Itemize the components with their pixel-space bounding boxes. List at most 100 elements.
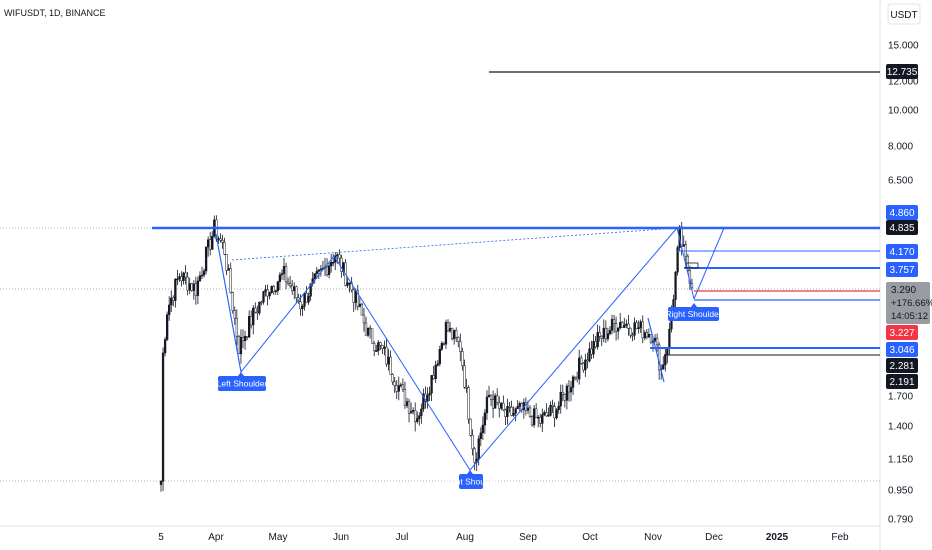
candle-body: [198, 275, 202, 282]
head-text: Right Shoulder: [443, 477, 499, 487]
candle-body: [227, 268, 230, 271]
price-axis[interactable]: 15.000 12.000 10.000 8.000 6.500 1.700 1.400 1.…: [888, 41, 919, 526]
candle-body: [338, 254, 341, 259]
candle-body: [535, 408, 538, 419]
candle-body: [440, 343, 444, 350]
candle-body: [366, 327, 370, 336]
flag-line[interactable]: [647, 317, 665, 383]
candle-body: [512, 412, 515, 416]
candle-body: [225, 254, 228, 271]
candle-body: [221, 240, 224, 243]
candle-body: [430, 375, 433, 394]
candle-body: [588, 348, 591, 362]
candle-body: [434, 364, 437, 379]
candle-body: [649, 334, 653, 343]
label-left-shoulder[interactable]: Left Shoulder: [217, 372, 268, 391]
candle-body: [543, 412, 546, 416]
candle-body: [547, 415, 550, 417]
candle-body: [254, 307, 257, 313]
current-change-text: +176.66%: [891, 298, 932, 309]
candle-body: [553, 406, 556, 419]
projection-leg[interactable]: [693, 227, 725, 300]
candle-body: [336, 254, 339, 257]
candle-body: [215, 219, 218, 240]
time-axis[interactable]: 5 Apr May Jun Jul Aug Sep Oct Nov Dec 2025 Feb: [158, 532, 849, 543]
candle-body: [532, 408, 536, 426]
candle-body: [569, 387, 573, 393]
candle-body: [457, 336, 460, 342]
candle-body: [346, 282, 349, 286]
candle-body: [350, 282, 353, 291]
candle-body: [401, 384, 405, 390]
candle-body: [537, 416, 540, 419]
candle-body: [576, 376, 579, 380]
candle-body: [555, 409, 558, 419]
time-tick-label: 5: [158, 532, 164, 543]
candle-body: [319, 268, 323, 271]
candle-body: [436, 363, 439, 366]
candle-body: [432, 375, 435, 379]
candle-body: [463, 365, 466, 388]
time-tick-label: Dec: [705, 532, 723, 543]
candle-body: [364, 322, 368, 336]
price-tag-3227: 3.227: [886, 325, 918, 340]
candle-body: [405, 401, 409, 406]
candle-body: [676, 247, 679, 273]
candle-body: [627, 323, 630, 329]
label-right-shoulder[interactable]: Right Shoulder: [665, 303, 722, 321]
svg-text:12.735: 12.735: [887, 67, 918, 78]
svg-text:3.757: 3.757: [889, 265, 914, 276]
candle-body: [619, 321, 622, 329]
svg-text:3.227: 3.227: [889, 328, 914, 339]
candle-body: [514, 408, 517, 414]
candle-body: [578, 357, 581, 380]
candle-body: [614, 323, 618, 332]
dotted-tops-trendline[interactable]: [231, 227, 678, 261]
candle-body: [504, 409, 507, 417]
left-shoulder-text: Left Shoulder: [217, 379, 268, 389]
candle-body: [473, 448, 476, 463]
currency-button[interactable]: USDT: [887, 3, 921, 25]
symbol-title[interactable]: WIFUSDT, 1D, BINANCE: [4, 8, 106, 18]
label-head[interactable]: Right Shoulder: [443, 470, 499, 489]
candle-body: [561, 391, 564, 395]
candle-body: [637, 327, 640, 330]
candle-body: [498, 402, 501, 409]
candle-body: [594, 341, 597, 348]
candle-body: [391, 374, 394, 383]
candle-body: [610, 319, 614, 331]
candle-body: [184, 272, 187, 278]
candle-body: [631, 334, 634, 337]
candle-body: [289, 283, 292, 287]
candle-body: [358, 303, 362, 307]
candle-body: [461, 351, 464, 366]
candle-body: [590, 348, 593, 355]
candle-body: [174, 278, 177, 301]
currency-label: USDT: [890, 10, 917, 21]
candle-body: [545, 412, 548, 417]
price-tag-3757: 3.757: [886, 262, 918, 277]
price-tick-label: 10.000: [888, 106, 919, 117]
candle-body: [258, 301, 261, 314]
candle-body: [526, 407, 530, 411]
price-tag-current: 3.290 +176.66% 14:05:12: [886, 282, 932, 324]
head-shoulders-pattern-line[interactable]: [215, 226, 695, 471]
candle-body: [549, 405, 552, 416]
price-tick-label: 8.000: [888, 142, 913, 153]
candle-body: [256, 311, 259, 314]
range-box[interactable]: [685, 262, 699, 269]
candle-body: [487, 394, 491, 398]
candle-body: [305, 293, 308, 303]
candle-body: [299, 301, 302, 310]
candle-body: [565, 385, 569, 401]
price-tag-top: 4.860: [886, 205, 918, 220]
svg-text:4.835: 4.835: [889, 223, 914, 234]
candle-body: [262, 291, 265, 303]
candle-body: [356, 290, 359, 307]
candle-body: [389, 356, 392, 375]
time-tick-label: Aug: [456, 532, 474, 543]
time-tick-label: Oct: [582, 532, 598, 543]
candle-body: [485, 396, 489, 414]
candle-body: [243, 336, 247, 342]
